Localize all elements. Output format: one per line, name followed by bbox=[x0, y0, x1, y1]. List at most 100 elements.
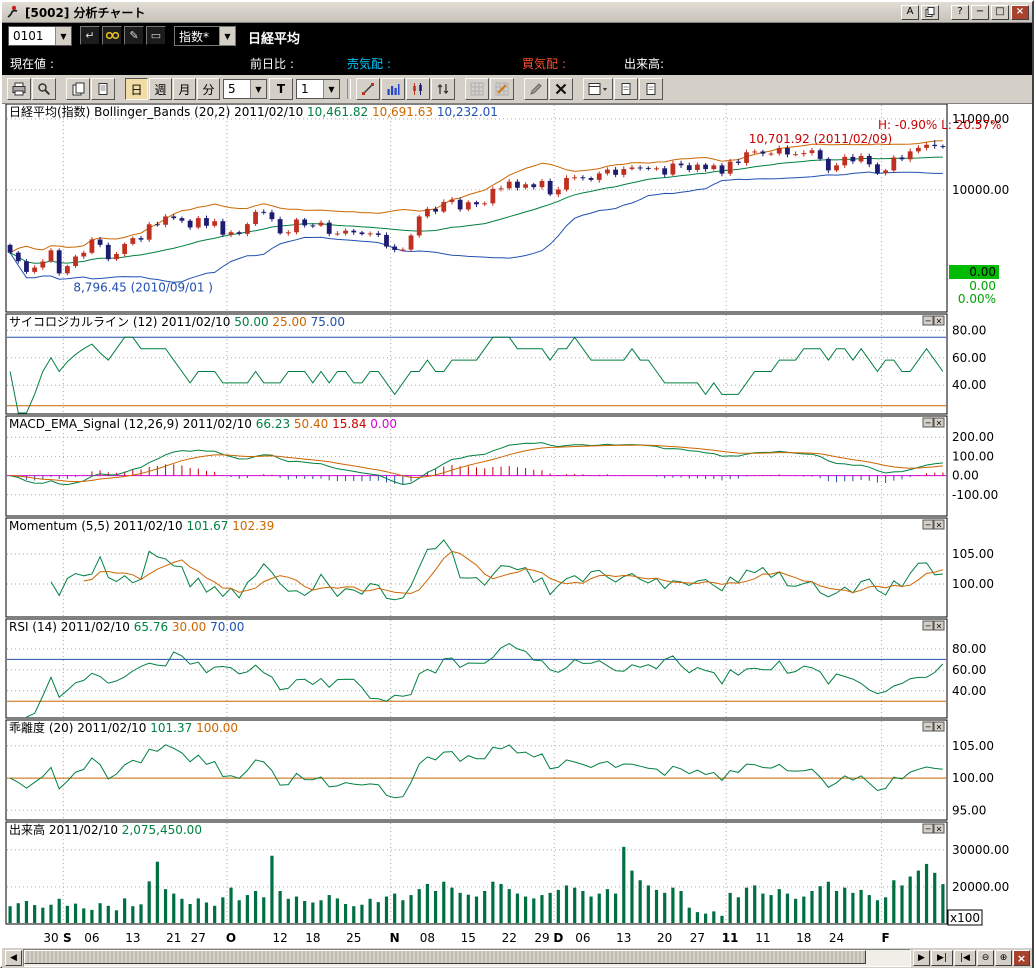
x-axis-label: 30 bbox=[43, 931, 58, 945]
bar-chart-button[interactable] bbox=[381, 78, 405, 100]
scroll-right-button[interactable]: ▶ bbox=[913, 950, 930, 966]
main-panel-header: 日経平均(指数) Bollinger_Bands (20,2) 2011/02/… bbox=[9, 104, 498, 119]
copy-window-button[interactable] bbox=[921, 4, 939, 20]
panel-close-button[interactable]: × bbox=[933, 417, 945, 428]
chevron-down-icon[interactable]: ▼ bbox=[219, 27, 235, 45]
volume-panel-header: 出来高 2011/02/10 2,075,450.00 bbox=[9, 822, 202, 837]
x-axis-label: 11 bbox=[722, 931, 739, 945]
grid-edit-button[interactable] bbox=[490, 78, 514, 100]
chart-client-area: 10000.00 11000.00 H: -0.90% L: 20.57% 10,70… bbox=[2, 104, 1032, 948]
zoom-in-button[interactable]: ⊕ bbox=[995, 950, 1012, 966]
titlebar[interactable]: [5002] 分析チャート A ? − □ × bbox=[2, 2, 1032, 23]
instrument-name: 日経平均 bbox=[248, 32, 301, 47]
panel-minimize-button[interactable]: − bbox=[922, 721, 934, 732]
binoculars-button[interactable] bbox=[102, 26, 122, 45]
kairi-panel-header: 乖離度 (20) 2011/02/10 101.37 100.00 bbox=[9, 720, 238, 735]
symbol-code-combo[interactable]: 0101 ▼ bbox=[8, 26, 72, 46]
svg-text:−: − bbox=[925, 723, 932, 732]
updown-arrows-icon bbox=[437, 84, 449, 94]
maximize-button[interactable]: □ bbox=[991, 4, 1009, 20]
svg-text:0.00: 0.00 bbox=[969, 279, 996, 293]
panel-close-button[interactable]: × bbox=[933, 721, 945, 732]
scroll-left-button[interactable]: ◀ bbox=[5, 950, 22, 966]
candle-chart-button[interactable] bbox=[406, 78, 430, 100]
tick-button[interactable]: T bbox=[269, 78, 293, 100]
x-axis-label: 18 bbox=[796, 931, 811, 945]
x-axis-label: 13 bbox=[616, 931, 631, 945]
weekly-button[interactable]: 週 bbox=[149, 78, 172, 100]
x-axis-label: 21 bbox=[166, 931, 181, 945]
edit-memo-button[interactable]: ✎ bbox=[124, 26, 144, 45]
binoculars-icon bbox=[105, 31, 119, 40]
svg-text:40.00: 40.00 bbox=[952, 378, 986, 392]
market-category-select[interactable]: 指数* ▼ bbox=[174, 26, 236, 46]
panel-minimize-button[interactable]: − bbox=[922, 519, 934, 530]
panel-minimize-button[interactable]: − bbox=[922, 417, 934, 428]
chevron-down-icon[interactable]: ▼ bbox=[55, 27, 71, 45]
enter-button[interactable]: ↵ bbox=[80, 26, 100, 45]
monthly-button[interactable]: 月 bbox=[173, 78, 196, 100]
svg-text:20000.00: 20000.00 bbox=[952, 880, 1009, 894]
grid-pencil-icon bbox=[495, 82, 509, 96]
trendline-button[interactable] bbox=[356, 78, 380, 100]
zoom-button[interactable] bbox=[32, 78, 56, 100]
panel-close-button[interactable]: × bbox=[933, 823, 945, 834]
font-size-button[interactable]: A bbox=[901, 4, 919, 20]
x-axis-label: 25 bbox=[346, 931, 361, 945]
panel-close-button[interactable]: × bbox=[933, 315, 945, 326]
svg-text:30000.00: 30000.00 bbox=[952, 843, 1009, 857]
grid-button[interactable] bbox=[465, 78, 489, 100]
panel-close-button[interactable]: × bbox=[933, 519, 945, 530]
skip-to-start-button[interactable]: |◀ bbox=[954, 950, 976, 966]
zoom-out-button[interactable]: ⊖ bbox=[977, 950, 994, 966]
draw-button[interactable] bbox=[524, 78, 548, 100]
layout-select-button[interactable] bbox=[583, 78, 613, 100]
panel-minimize-button[interactable]: − bbox=[922, 315, 934, 326]
svg-text:x100: x100 bbox=[950, 911, 980, 925]
x-axis-label: 22 bbox=[502, 931, 517, 945]
chevron-down-icon[interactable]: ▼ bbox=[323, 80, 339, 98]
pages-icon bbox=[925, 7, 935, 17]
clear-drawings-button[interactable] bbox=[549, 78, 573, 100]
scrollbar-thumb[interactable] bbox=[24, 950, 866, 964]
skip-to-latest-button[interactable]: ▶| bbox=[931, 950, 953, 966]
panel-minimize-button[interactable]: − bbox=[922, 823, 934, 834]
svg-text:10,701.92 (2011/02/09): 10,701.92 (2011/02/09) bbox=[749, 132, 892, 146]
chart-close-button[interactable]: × bbox=[1013, 950, 1030, 966]
chevron-down-icon[interactable]: ▼ bbox=[250, 80, 266, 98]
print-button[interactable] bbox=[7, 78, 31, 100]
daily-button[interactable]: 日 bbox=[125, 78, 148, 100]
page-icon bbox=[646, 83, 656, 95]
updown-arrows-button[interactable] bbox=[431, 78, 455, 100]
magnifier-icon bbox=[38, 83, 51, 96]
current-price-label: 現在値 : bbox=[10, 57, 54, 71]
bar-count-select[interactable]: 1 ▼ bbox=[296, 79, 340, 99]
x-axis-label: F bbox=[882, 931, 890, 945]
buy-quote-label: 買気配 : bbox=[522, 57, 566, 71]
save-chart-button[interactable] bbox=[91, 78, 115, 100]
sell-quote-label: 売気配 : bbox=[347, 57, 391, 71]
svg-text:−: − bbox=[925, 825, 932, 834]
panel-close-button[interactable]: × bbox=[933, 620, 945, 631]
x-axis-label: D bbox=[553, 931, 563, 945]
rsi-panel-header: RSI (14) 2011/02/10 65.76 30.00 70.00 bbox=[9, 620, 244, 634]
eraser-button[interactable]: ▭ bbox=[146, 26, 166, 45]
svg-text:×: × bbox=[936, 317, 943, 326]
x-axis-label: 27 bbox=[191, 931, 206, 945]
svg-text:95.00: 95.00 bbox=[952, 803, 986, 817]
minute-interval-select[interactable]: 5 ▼ bbox=[223, 79, 267, 99]
panel-minimize-button[interactable]: − bbox=[922, 620, 934, 631]
page-next-button[interactable] bbox=[639, 78, 663, 100]
close-button[interactable]: × bbox=[1011, 4, 1029, 20]
symbol-code-value: 0101 bbox=[13, 29, 44, 43]
page-prev-button[interactable] bbox=[614, 78, 638, 100]
printer-icon bbox=[12, 82, 26, 96]
scrollbar-track[interactable] bbox=[23, 949, 911, 967]
minimize-button[interactable]: − bbox=[971, 4, 989, 20]
chart-canvas[interactable]: 10000.00 11000.00H: -0.90% L: 20.57%10,70… bbox=[2, 104, 1028, 948]
minute-button[interactable]: 分 bbox=[197, 78, 220, 100]
copy-chart-button[interactable] bbox=[66, 78, 90, 100]
volume-label: 出来高: bbox=[624, 57, 665, 71]
help-button[interactable]: ? bbox=[951, 4, 969, 20]
svg-text:×: × bbox=[936, 419, 943, 428]
